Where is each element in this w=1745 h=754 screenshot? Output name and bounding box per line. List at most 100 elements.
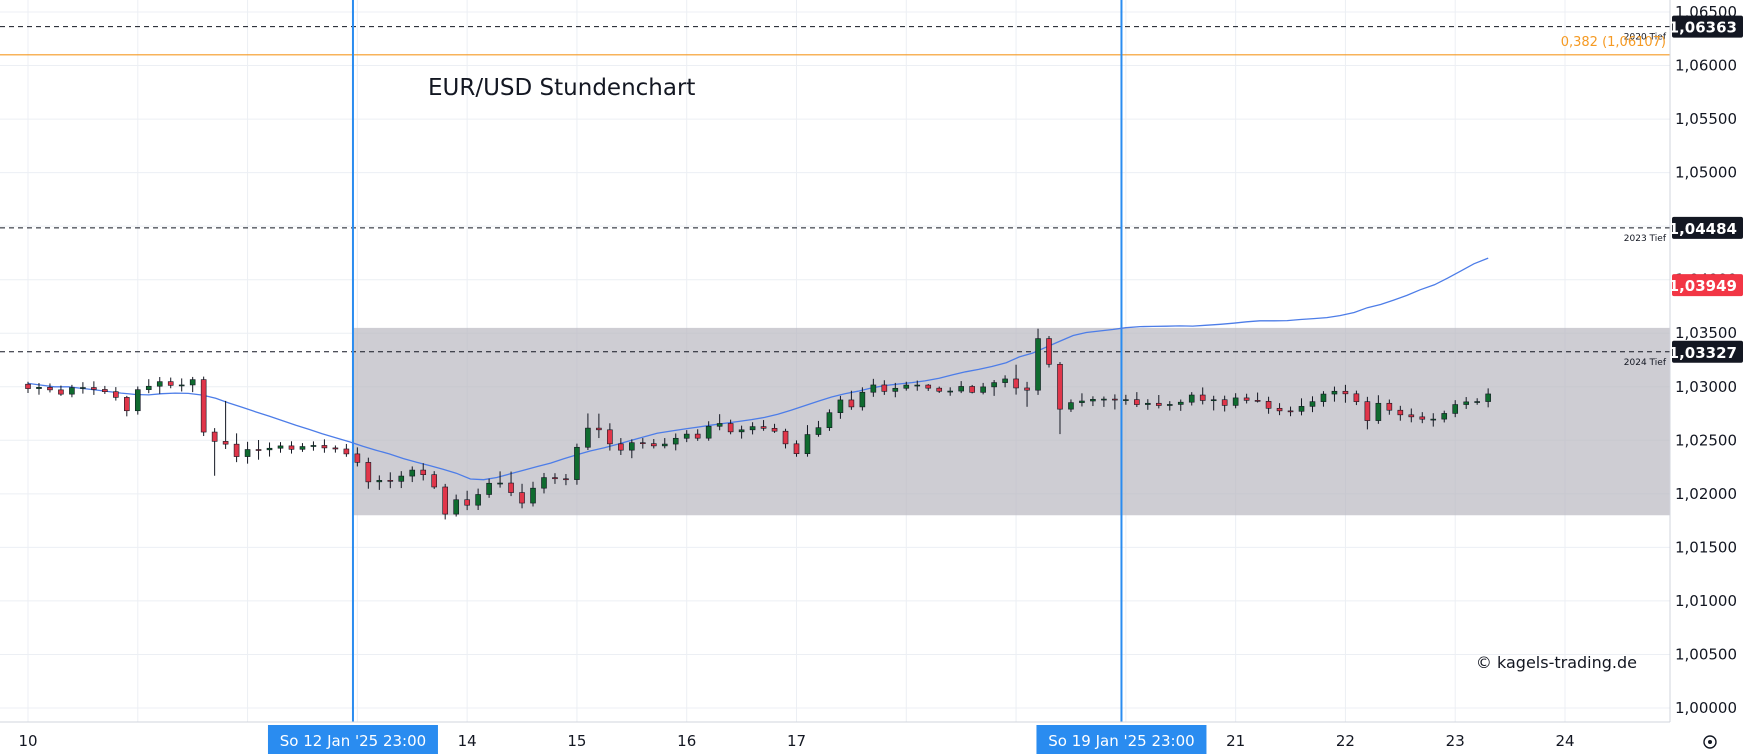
- candle-body: [1101, 398, 1107, 401]
- settings-gear-center: [1708, 740, 1712, 744]
- candle-body: [519, 492, 525, 504]
- level-price-tag-bg: [1672, 216, 1743, 239]
- candle: [991, 380, 997, 396]
- candle: [607, 423, 613, 451]
- candle-body: [431, 474, 438, 488]
- y-tick-label: 1,05000: [1675, 164, 1737, 182]
- candle: [881, 380, 888, 395]
- candle-body: [25, 383, 31, 389]
- candle: [200, 376, 207, 437]
- candle-body: [683, 433, 690, 439]
- candle: [1287, 406, 1294, 417]
- candle-body: [1002, 378, 1008, 383]
- candle-body: [870, 384, 877, 393]
- candle: [244, 441, 251, 464]
- candle: [848, 390, 855, 410]
- candle-body: [453, 499, 459, 515]
- candle: [508, 471, 514, 497]
- candle-body: [815, 427, 822, 435]
- candle-body: [1166, 404, 1173, 406]
- candle-body: [266, 447, 273, 451]
- candle: [1188, 392, 1195, 406]
- candle-body: [914, 384, 921, 387]
- y-tick-label: 1,03500: [1675, 324, 1737, 342]
- candle-body: [486, 482, 492, 495]
- candle-body: [980, 386, 986, 393]
- candle: [1243, 393, 1250, 404]
- candle: [716, 414, 723, 431]
- x-tick-label: 14: [458, 732, 477, 750]
- candle: [771, 423, 778, 433]
- candle: [124, 395, 130, 417]
- candle-body: [47, 387, 53, 391]
- candle: [793, 440, 800, 457]
- candle-body: [124, 397, 130, 412]
- candle: [859, 387, 866, 411]
- candle-body: [859, 391, 866, 408]
- candle: [332, 445, 339, 453]
- y-tick-label: 1,00000: [1675, 699, 1737, 717]
- candle-body: [354, 453, 361, 463]
- candle-body: [145, 385, 152, 390]
- candle-body: [585, 427, 591, 448]
- candle-body: [91, 387, 97, 390]
- candle: [1046, 336, 1052, 368]
- candle-body: [947, 390, 954, 393]
- candle: [1035, 328, 1041, 395]
- candle: [211, 428, 218, 476]
- candle: [91, 381, 97, 395]
- candle: [782, 428, 789, 449]
- candle: [1320, 391, 1327, 407]
- candle: [376, 475, 383, 490]
- candle: [1145, 399, 1151, 410]
- candle: [25, 381, 31, 393]
- candle-body: [1134, 399, 1140, 405]
- candle: [266, 442, 273, 457]
- candle: [1254, 392, 1261, 403]
- y-axis-bg: [1670, 0, 1745, 754]
- settings-gear-icon: [1703, 735, 1717, 749]
- candle-body: [1090, 398, 1096, 402]
- candle-body: [497, 482, 503, 485]
- candle-body: [639, 442, 646, 444]
- candle-body: [1397, 409, 1404, 416]
- candle-body: [618, 443, 624, 451]
- candle: [156, 377, 163, 394]
- candle-body: [1298, 406, 1305, 412]
- level-label: 2024 Tief: [1624, 358, 1667, 368]
- x-tick-label: 24: [1555, 732, 1574, 750]
- candle-body: [881, 384, 888, 392]
- candle: [530, 481, 536, 507]
- candle-body: [749, 426, 756, 431]
- candle: [1101, 396, 1107, 407]
- candle-body: [409, 469, 416, 477]
- candle-body: [563, 478, 569, 481]
- candle: [453, 494, 459, 517]
- candle: [738, 425, 745, 439]
- y-tick-label: 1,00500: [1675, 645, 1737, 663]
- current-price-tag-bg: [1672, 274, 1743, 297]
- candle: [519, 483, 525, 509]
- candle: [1474, 398, 1480, 405]
- candle-body: [552, 477, 558, 480]
- candle: [672, 433, 679, 451]
- candle-body: [475, 494, 481, 506]
- x-tick-label: 23: [1446, 732, 1465, 750]
- candle: [1309, 396, 1316, 413]
- candle: [442, 483, 448, 520]
- candle-body: [1342, 390, 1349, 395]
- level-price-tag-text: 1,03327: [1669, 344, 1737, 362]
- candle: [145, 379, 152, 394]
- candle: [387, 472, 394, 489]
- candle: [727, 419, 734, 435]
- candle: [486, 478, 492, 498]
- candle: [277, 442, 284, 453]
- level-label: 2020 Tief: [1624, 33, 1667, 43]
- candle-body: [1463, 401, 1469, 405]
- x-highlight-label: So 12 Jan '25 23:00: [280, 732, 426, 750]
- candle-body: [1287, 410, 1294, 413]
- candle-body: [936, 387, 943, 392]
- candle-body: [1474, 401, 1480, 403]
- candle-body: [804, 434, 811, 454]
